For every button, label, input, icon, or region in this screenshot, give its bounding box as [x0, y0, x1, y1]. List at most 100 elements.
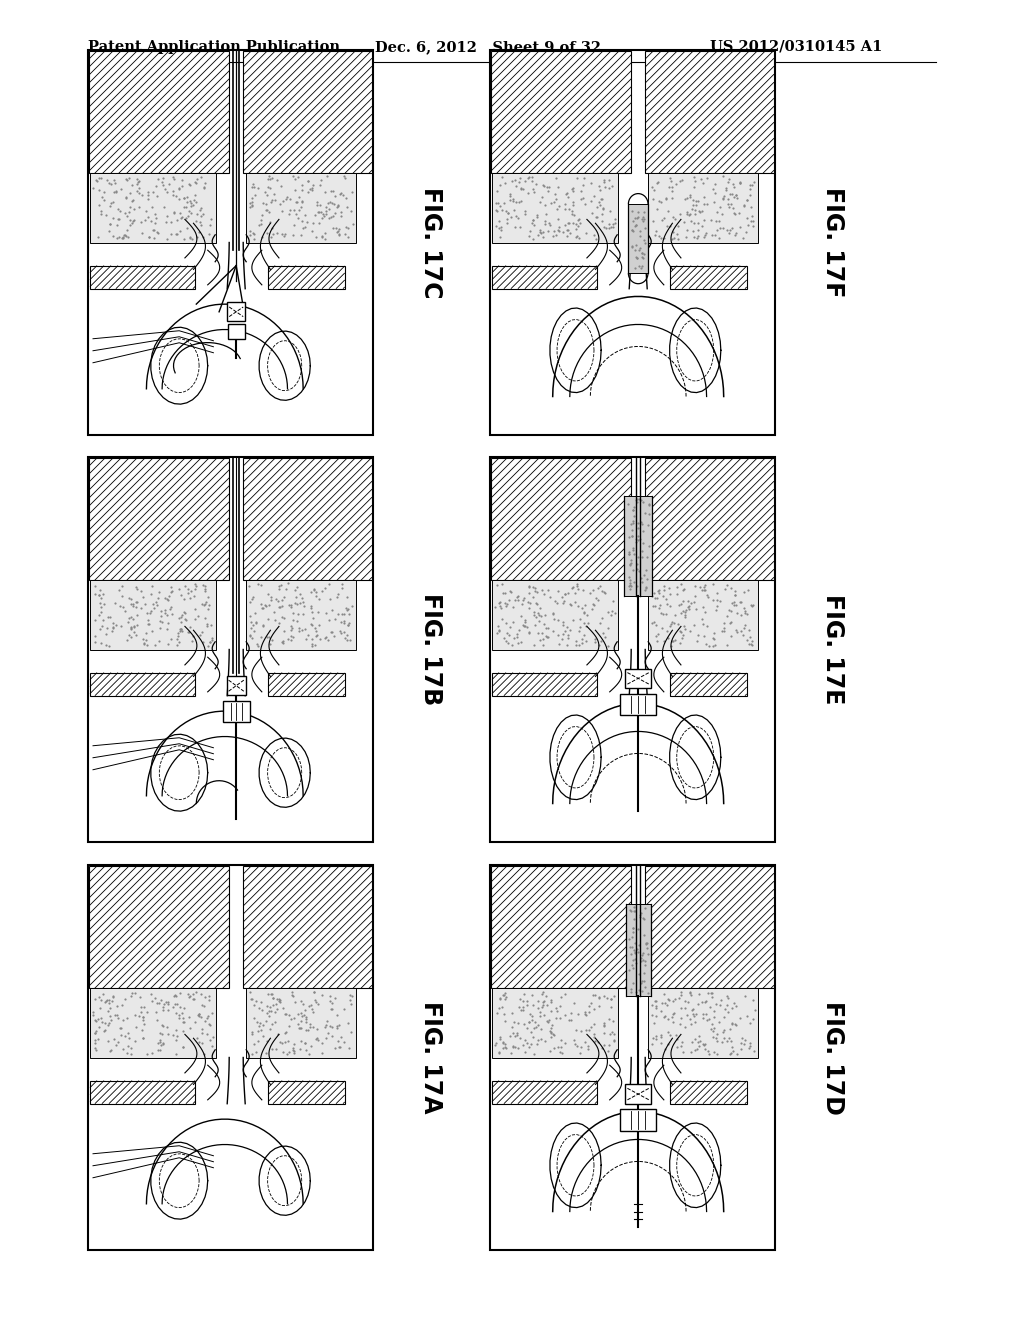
Point [691, 1035, 708, 1056]
Point [682, 982, 698, 1003]
Point [567, 1034, 584, 1055]
Point [587, 628, 603, 649]
Point [647, 224, 664, 246]
Point [286, 166, 302, 187]
Bar [89, 51, 229, 173]
Point [528, 606, 545, 627]
Point [144, 181, 161, 202]
Point [268, 989, 285, 1010]
Point [692, 169, 709, 190]
Point [743, 634, 760, 655]
Point [737, 615, 754, 636]
Point [312, 628, 329, 649]
Point [665, 1003, 681, 1024]
Point [725, 1041, 741, 1063]
Point [721, 169, 737, 190]
Point [698, 1008, 715, 1030]
Point [689, 1039, 706, 1060]
Point [743, 174, 760, 195]
Point [557, 1032, 573, 1053]
Point [330, 1031, 346, 1052]
Point [86, 1038, 102, 1059]
Point [259, 609, 275, 630]
Point [513, 631, 529, 652]
Point [170, 632, 186, 653]
Point [735, 581, 752, 602]
Point [295, 591, 311, 612]
Point [579, 605, 595, 626]
Point [722, 1031, 738, 1052]
Point [543, 1001, 559, 1022]
Point [595, 172, 611, 193]
Point [341, 985, 357, 1006]
Point [253, 991, 269, 1012]
Point [154, 601, 170, 622]
Point [123, 986, 139, 1007]
Point [593, 189, 609, 210]
Point [501, 202, 517, 223]
Point [306, 981, 323, 1002]
Point [182, 986, 199, 1007]
Point [630, 919, 646, 940]
Point [173, 606, 189, 627]
Point [707, 174, 723, 195]
Point [602, 997, 618, 1018]
Point [706, 191, 722, 213]
Point [172, 585, 188, 606]
Point [255, 615, 271, 636]
Point [662, 615, 678, 636]
Point [269, 1023, 286, 1044]
Point [571, 635, 588, 656]
Point [341, 1038, 357, 1059]
Point [663, 614, 679, 635]
Point [628, 488, 644, 510]
Point [510, 632, 526, 653]
Point [335, 622, 351, 643]
Point [278, 1003, 294, 1024]
Point [202, 631, 218, 652]
Point [604, 601, 621, 622]
Point [724, 998, 740, 1019]
Point [270, 990, 287, 1011]
Point [178, 218, 195, 239]
Point [87, 169, 103, 190]
Point [624, 236, 640, 257]
Point [155, 1015, 171, 1036]
Point [586, 998, 602, 1019]
Point [508, 176, 524, 197]
Point [517, 615, 534, 636]
Point [303, 1036, 319, 1057]
Point [126, 210, 142, 231]
Point [123, 1038, 139, 1059]
Point [682, 203, 698, 224]
Point [120, 1023, 136, 1044]
Bar [89, 458, 229, 581]
Point [340, 615, 356, 636]
Point [637, 954, 653, 975]
Point [260, 166, 276, 187]
Point [264, 223, 281, 244]
Point [676, 578, 692, 599]
Point [297, 216, 313, 238]
Point [294, 218, 310, 239]
Point [195, 631, 211, 652]
Point [301, 1043, 317, 1064]
Point [137, 623, 154, 644]
Point [123, 618, 139, 639]
Point [297, 1012, 313, 1034]
Point [271, 612, 288, 634]
Point [243, 616, 259, 638]
Point [548, 998, 564, 1019]
Point [673, 1007, 689, 1028]
Point [539, 627, 555, 648]
Point [594, 203, 610, 224]
Point [246, 994, 262, 1015]
Point [143, 583, 160, 605]
Point [146, 987, 163, 1008]
Point [519, 168, 536, 189]
Point [297, 1032, 313, 1053]
Point [509, 626, 525, 647]
Point [694, 215, 711, 236]
Point [530, 990, 547, 1011]
Point [671, 228, 687, 249]
